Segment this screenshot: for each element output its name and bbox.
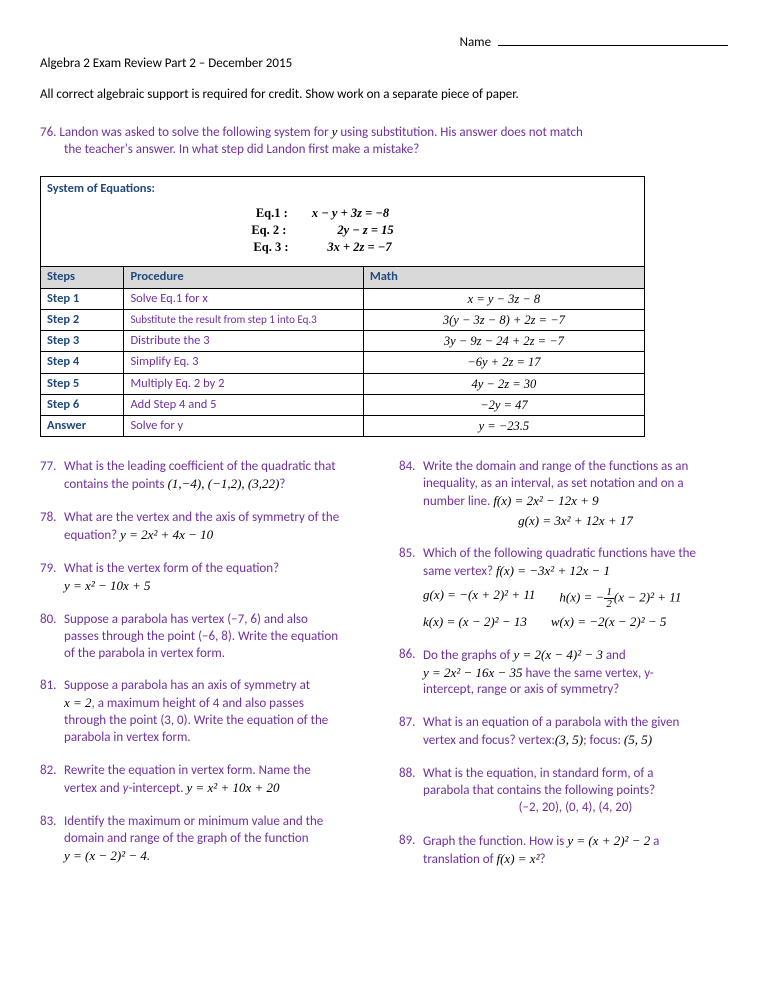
question-83: 83. Identify the maximum or minimum valu… [40,814,369,866]
hdr-math: Math [363,267,644,288]
q76-prompt-line2: the teacher's answer. In what step did L… [64,142,728,159]
columns: 77. What is the leading coefficient of t… [40,459,728,884]
question-87: 87. What is an equation of a parabola wi… [399,715,728,750]
q76-prompt: 76. Landon was asked to solve the follow… [40,124,728,142]
question-81: 81. Suppose a parabola has an axis of sy… [40,678,369,747]
table-row: Step 3Distribute the 33y − 9z − 24 + 2z … [41,331,645,352]
table-row: Step 5Multiply Eq. 2 by 24y − 2z = 30 [41,373,645,394]
question-80: 80. Suppose a parabola has vertex (−7, 6… [40,612,369,663]
question-88: 88. What is the equation, in standard fo… [399,766,728,817]
hdr-steps: Steps [41,267,124,288]
equation-block: Eq.1 :x − y + 3z = −8 Eq. 2 :2y − z = 15… [47,198,638,263]
question-78: 78. What are the vertex and the axis of … [40,510,369,545]
instructions: All correct algebraic support is require… [40,87,728,104]
document-title: Algebra 2 Exam Review Part 2 – December … [40,56,728,73]
table-row: Step 4Simplify Eq. 3−6y + 2z = 17 [41,352,645,373]
question-77: 77. What is the leading coefficient of t… [40,459,369,494]
question-89: 89. Graph the function. How is y = (x + … [399,833,728,869]
name-blank [498,45,728,46]
hdr-procedure: Procedure [124,267,363,288]
name-label: Name [460,35,728,52]
question-86: 86. Do the graphs of y = 2(x − 4)² − 3 a… [399,647,728,700]
right-column: 84. Write the domain and range of the fu… [399,459,728,884]
table-row: Step 6Add Step 4 and 5−2y = 47 [41,394,645,415]
header-row: Name [40,35,728,52]
table-row: AnswerSolve for yy = −23.5 [41,416,645,437]
table-header-row: Steps Procedure Math [41,267,645,288]
left-column: 77. What is the leading coefficient of t… [40,459,369,884]
table-row: Step 1Solve Eq.1 for xx = y − 3z − 8 [41,288,645,309]
question-76: 76. Landon was asked to solve the follow… [40,124,728,159]
system-header: System of Equations: Eq.1 :x − y + 3z = … [41,177,645,267]
question-84: 84. Write the domain and range of the fu… [399,459,728,530]
question-79: 79. What is the vertex form of the equat… [40,561,369,596]
question-85: 85. Which of the following quadratic fun… [399,546,728,631]
system-table: System of Equations: Eq.1 :x − y + 3z = … [40,176,645,437]
table-row: Step 2Substitute the result from step 1 … [41,309,645,330]
q76-num: 76. [40,125,56,140]
question-82: 82. Rewrite the equation in vertex form.… [40,763,369,798]
